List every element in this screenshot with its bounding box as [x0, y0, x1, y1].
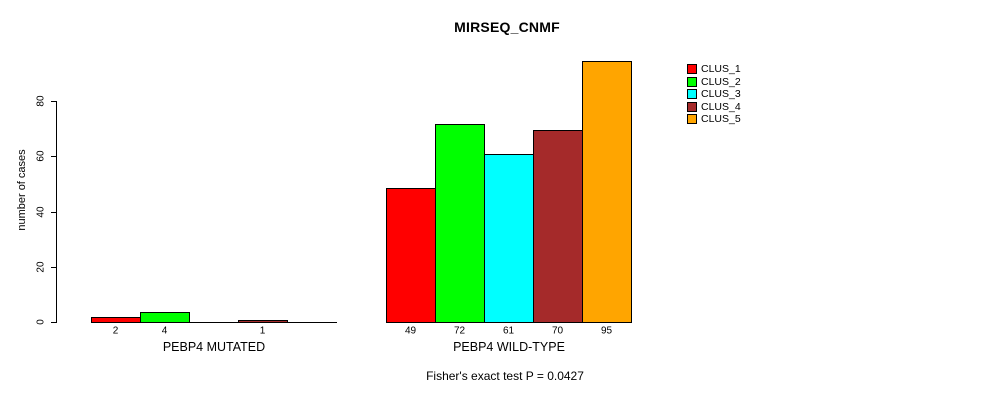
- y-tick-label: 60: [35, 150, 47, 162]
- bar-clus_2: [435, 124, 485, 323]
- legend-swatch: [687, 89, 697, 100]
- legend-item-label: CLUS_4: [701, 100, 741, 113]
- group-baseline: [91, 322, 337, 323]
- legend-swatch: [687, 64, 697, 75]
- bar-clus_3: [484, 154, 534, 323]
- y-tick-label: 0: [35, 319, 47, 325]
- bar-value-label: 95: [600, 325, 613, 337]
- legend: CLUS_1 CLUS_2 CLUS_3 CLUS_4 CLUS_5: [687, 63, 741, 126]
- bar-clus_5: [582, 61, 632, 323]
- fisher-test-annotation: Fisher's exact test P = 0.0427: [426, 369, 584, 383]
- legend-item: CLUS_1: [687, 63, 741, 76]
- y-axis-line: [56, 101, 57, 323]
- legend-item: CLUS_4: [687, 101, 741, 114]
- bar-value-label: 49: [404, 325, 417, 337]
- bar-value-label: 70: [551, 325, 564, 337]
- legend-swatch: [687, 114, 697, 125]
- bar-clus_2: [140, 312, 190, 323]
- y-axis-tick: [51, 212, 56, 213]
- y-axis-label: number of cases: [16, 149, 28, 231]
- y-axis-tick: [51, 101, 56, 102]
- bar-value-label: 2: [112, 325, 119, 337]
- y-axis-tick: [51, 267, 56, 268]
- bar-clus_1: [91, 317, 141, 323]
- legend-swatch: [687, 76, 697, 87]
- bar-value-label: 61: [502, 325, 515, 337]
- y-axis-tick: [51, 156, 56, 157]
- y-tick-label: 80: [35, 95, 47, 107]
- legend-item-label: CLUS_3: [701, 88, 741, 101]
- y-axis-tick: [51, 322, 56, 323]
- bar-value-label: 72: [453, 325, 466, 337]
- bar-clus_4: [533, 130, 583, 323]
- bar-value-label: 4: [161, 325, 168, 337]
- bar-clus_1: [386, 188, 436, 323]
- legend-item-label: CLUS_1: [701, 63, 741, 76]
- legend-item-label: CLUS_2: [701, 75, 741, 88]
- bar-clus_4: [238, 320, 288, 323]
- y-tick-label: 20: [35, 261, 47, 273]
- legend-item: CLUS_3: [687, 88, 741, 101]
- bar-value-label: 1: [259, 325, 266, 337]
- legend-item-label: CLUS_5: [701, 113, 741, 126]
- chart-title: MIRSEQ_CNMF: [454, 19, 560, 35]
- legend-item: CLUS_2: [687, 76, 741, 89]
- group-label-mutated: PEBP4 MUTATED: [162, 340, 266, 354]
- legend-swatch: [687, 101, 697, 112]
- group-label-wildtype: PEBP4 WILD-TYPE: [453, 340, 565, 354]
- legend-item: CLUS_5: [687, 113, 741, 126]
- y-tick-label: 40: [35, 206, 47, 218]
